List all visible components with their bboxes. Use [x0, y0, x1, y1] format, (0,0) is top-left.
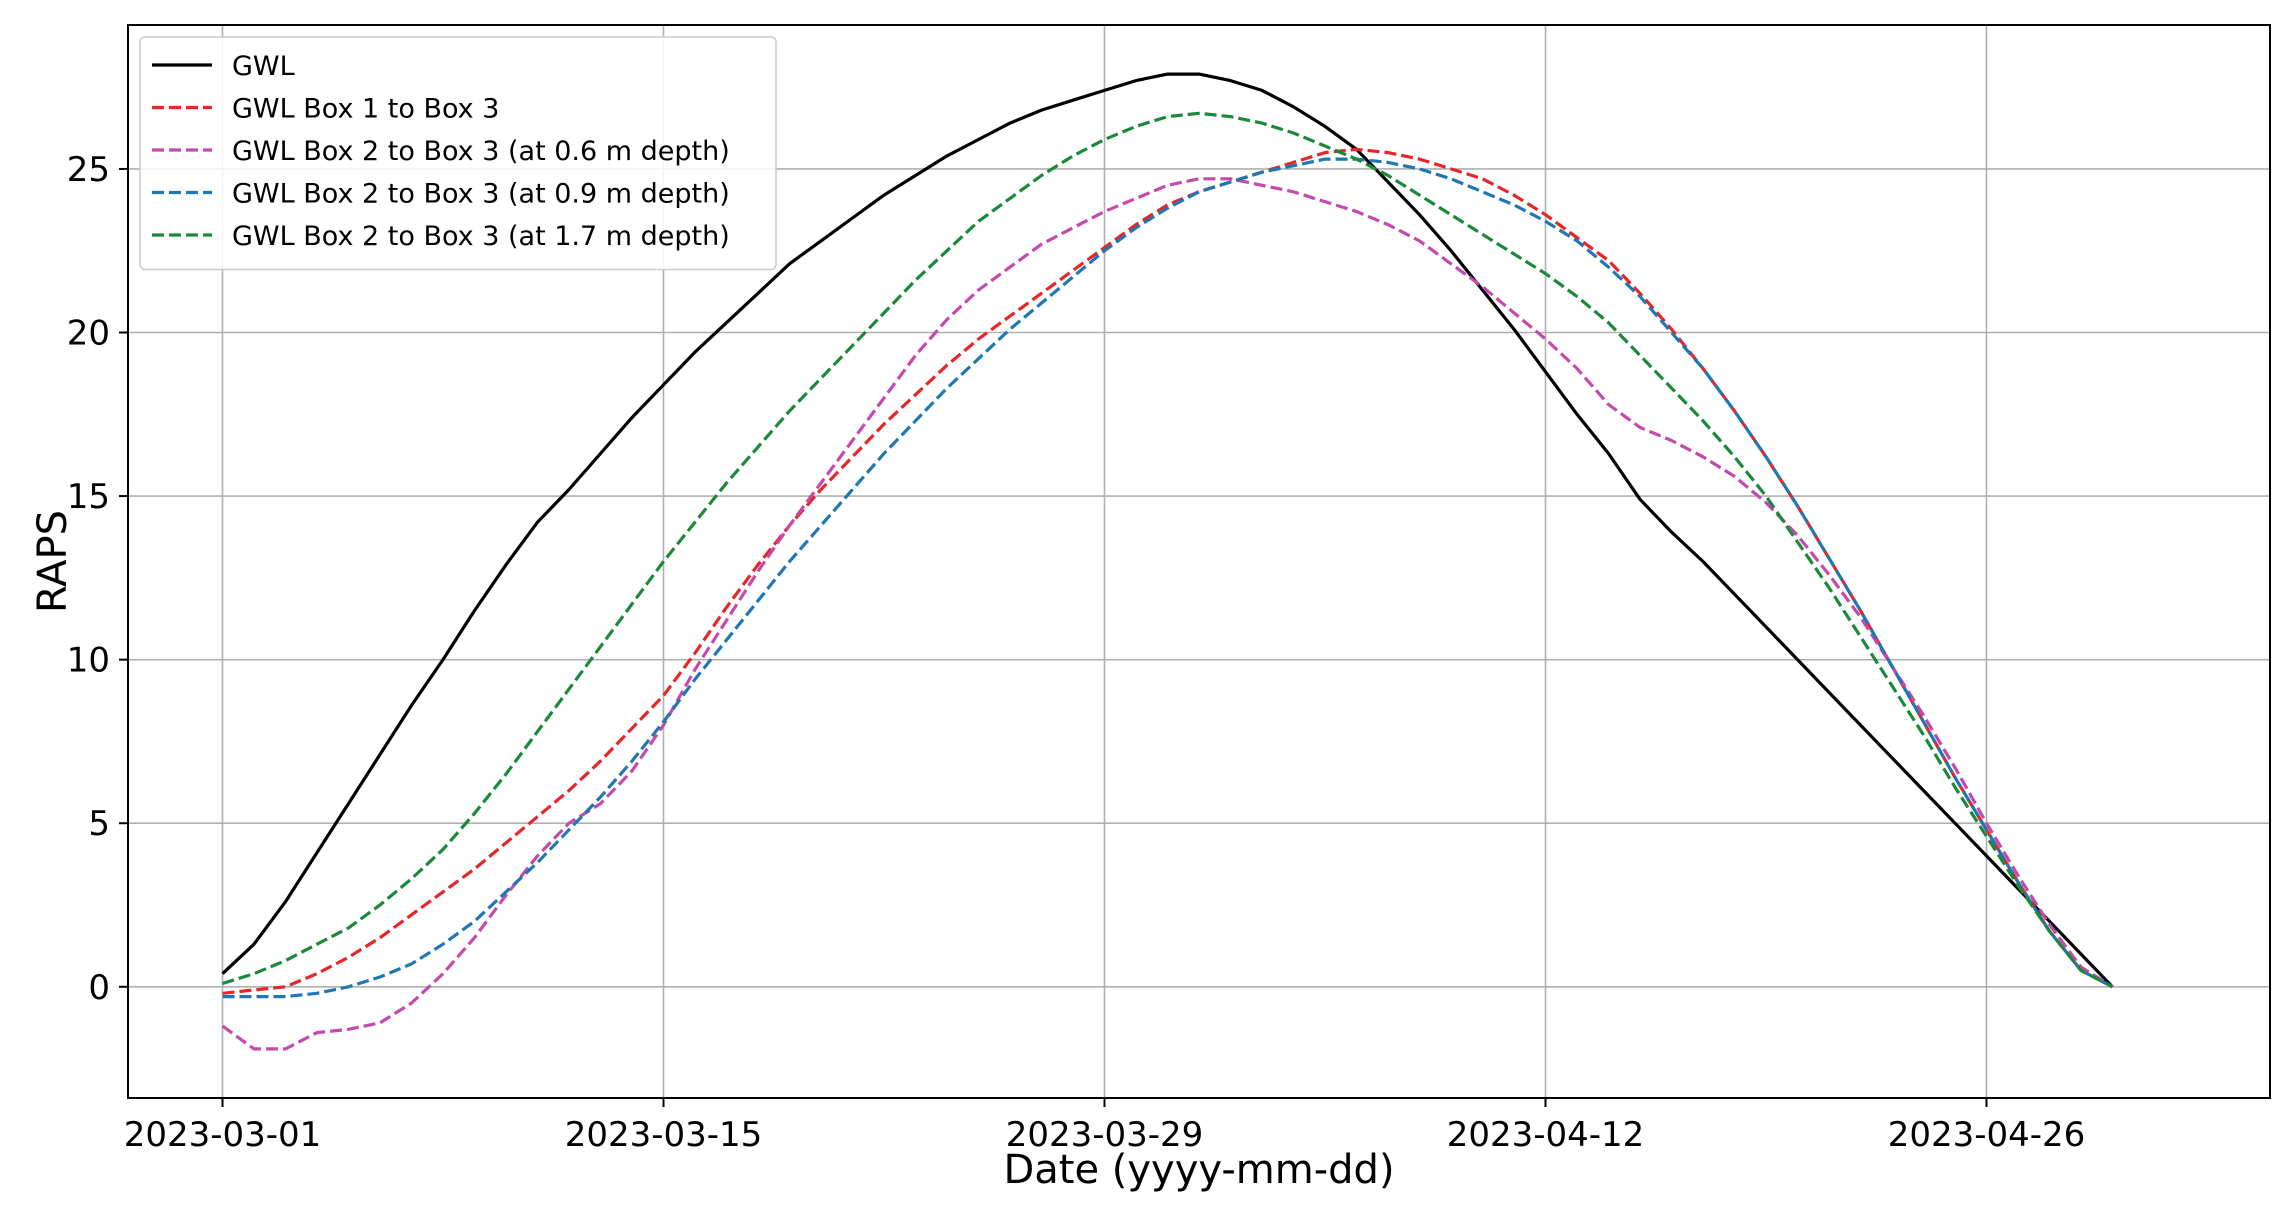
- legend-label-5: GWL Box 2 to Box 3 (at 1.7 m depth): [232, 221, 730, 252]
- legend-label-4: GWL Box 2 to Box 3 (at 0.9 m depth): [232, 179, 730, 210]
- y-tick-label: 15: [67, 477, 110, 517]
- y-axis-label: RAPS: [30, 510, 76, 613]
- legend: GWL GWL Box 1 to Box 3 GWL Box 2 to Box 3 …: [139, 36, 777, 271]
- x-tick-label: 2023-03-15: [565, 1115, 763, 1155]
- y-tick-label: 5: [88, 804, 110, 844]
- y-tick-label: 20: [67, 314, 110, 354]
- series-line-3: [221, 177, 2114, 1051]
- plot-frame: [127, 24, 2271, 1099]
- series-line-1: [221, 72, 2114, 988]
- y-tick-label: 0: [88, 968, 110, 1008]
- y-tick-label: 10: [67, 641, 110, 681]
- x-tick-label: 2023-04-12: [1447, 1115, 1645, 1155]
- x-tick-label: 2023-03-01: [124, 1115, 322, 1155]
- axis-ticks: 2023-03-01 2023-03-15 2023-03-29 2023-04-12…: [67, 150, 2086, 1155]
- grid: [128, 25, 2270, 1098]
- y-tick-label: 25: [67, 150, 110, 190]
- legend-label-3: GWL Box 2 to Box 3 (at 0.6 m depth): [232, 136, 730, 167]
- x-tick-label: 2023-04-26: [1888, 1115, 2086, 1155]
- legend-label-1: GWL: [232, 51, 295, 82]
- series-line-5: [222, 111, 2114, 989]
- legend-label-2: GWL Box 1 to Box 3: [232, 94, 499, 125]
- series-layer: [221, 72, 2114, 1051]
- x-axis-label: Date (yyyy-mm-dd): [1003, 1147, 1394, 1193]
- series-line-4: [222, 157, 2114, 999]
- x-tick-label: 2023-03-29: [1006, 1115, 1204, 1155]
- legend-box: [139, 36, 777, 271]
